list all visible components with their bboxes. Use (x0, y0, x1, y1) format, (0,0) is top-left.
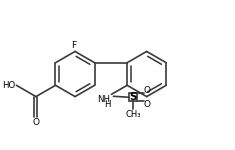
Text: O: O (143, 100, 150, 109)
Text: HO: HO (2, 81, 15, 90)
Bar (129, 93, 137, 101)
Text: NH: NH (98, 95, 110, 104)
Text: O: O (143, 86, 150, 95)
Text: H: H (104, 100, 110, 109)
Text: F: F (71, 41, 77, 50)
Text: O: O (32, 118, 39, 127)
Text: CH₃: CH₃ (125, 110, 141, 119)
Text: S: S (129, 92, 137, 102)
